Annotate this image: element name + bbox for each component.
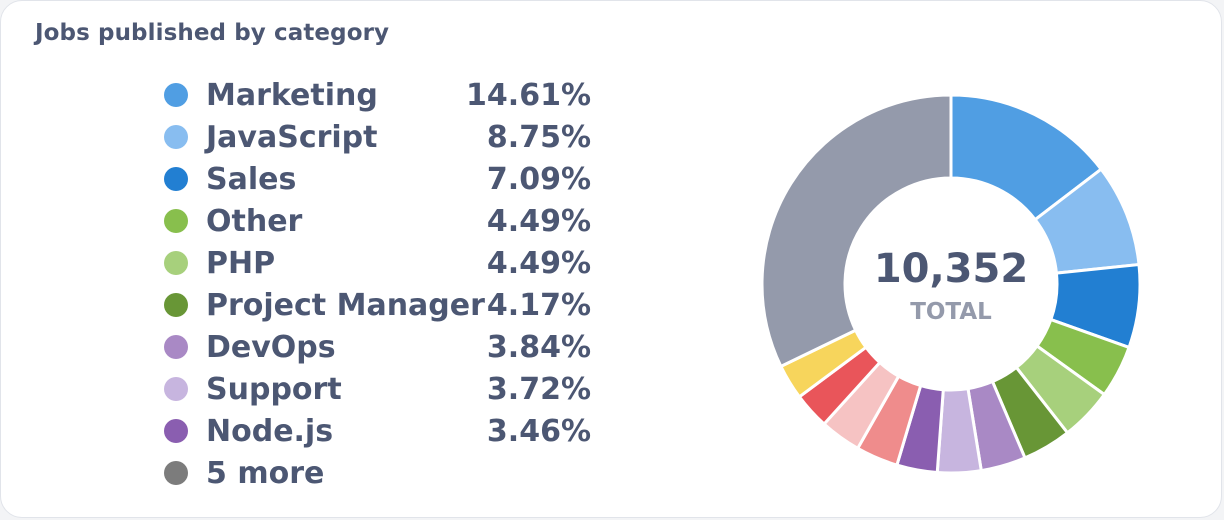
total-value: 10,352 <box>874 246 1028 292</box>
legend-color-dot <box>164 335 188 359</box>
legend-value: 8.75% <box>486 119 591 155</box>
legend-item[interactable]: 5 more <box>161 452 591 494</box>
legend-label: Project Manager <box>206 287 485 323</box>
legend-label: Other <box>206 203 303 239</box>
legend-label: Node.js <box>206 413 334 449</box>
legend-value: 7.09% <box>486 161 591 197</box>
donut-slices <box>761 94 1141 474</box>
legend-label: Sales <box>206 161 297 197</box>
legend-value: 14.61% <box>466 77 591 113</box>
legend-color-dot <box>164 251 188 275</box>
legend-label: Support <box>206 371 342 407</box>
legend-item[interactable]: Sales 7.09% <box>161 158 591 200</box>
legend-item[interactable]: JavaScript 8.75% <box>161 116 591 158</box>
donut-slice[interactable] <box>761 94 953 369</box>
legend-item[interactable]: Project Manager 4.17% <box>161 284 591 326</box>
legend-label: JavaScript <box>206 119 378 155</box>
legend-color-dot <box>164 83 188 107</box>
legend-value: 4.49% <box>486 203 591 239</box>
legend-item[interactable]: DevOps 3.84% <box>161 326 591 368</box>
legend-label: PHP <box>206 245 276 281</box>
card-title: Jobs published by category <box>35 20 390 46</box>
legend-label: DevOps <box>206 329 336 365</box>
legend-item[interactable]: PHP 4.49% <box>161 242 591 284</box>
donut-chart: 10,352 TOTAL <box>761 94 1141 474</box>
legend-color-dot <box>164 377 188 401</box>
legend-color-dot <box>164 461 188 485</box>
legend-label: Marketing <box>206 77 378 113</box>
legend-color-dot <box>164 209 188 233</box>
legend-color-dot <box>164 125 188 149</box>
legend-item[interactable]: Other 4.49% <box>161 200 591 242</box>
chart-legend: Marketing 14.61% JavaScript 8.75% Sales 7.09%… <box>161 74 591 494</box>
legend-value: 3.84% <box>486 329 591 365</box>
legend-item[interactable]: Support 3.72% <box>161 368 591 410</box>
total-label: TOTAL <box>910 299 992 325</box>
legend-color-dot <box>164 419 188 443</box>
legend-item[interactable]: Node.js 3.46% <box>161 410 591 452</box>
legend-value: 4.49% <box>486 245 591 281</box>
legend-item[interactable]: Marketing 14.61% <box>161 74 591 116</box>
legend-value: 4.17% <box>486 287 591 323</box>
legend-color-dot <box>164 167 188 191</box>
legend-color-dot <box>164 293 188 317</box>
legend-value: 3.72% <box>486 371 591 407</box>
legend-value: 3.46% <box>486 413 591 449</box>
legend-label: 5 more <box>206 455 325 491</box>
